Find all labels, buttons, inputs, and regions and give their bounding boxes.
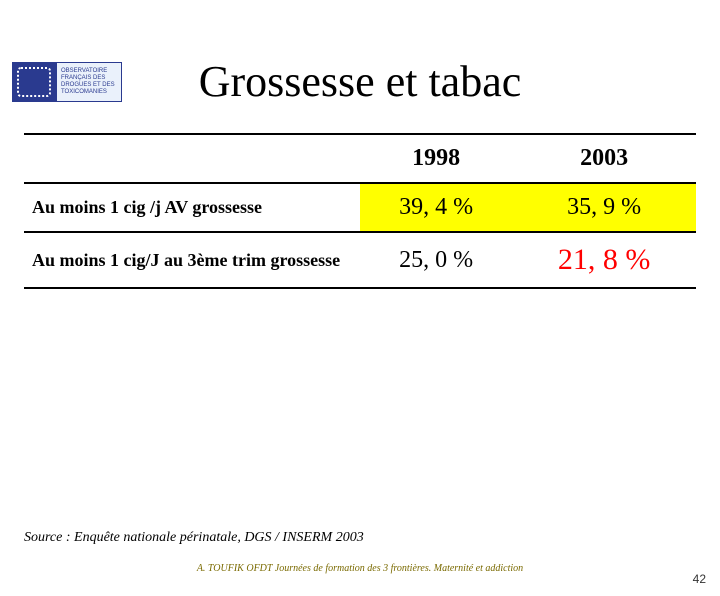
logo-square xyxy=(12,62,56,102)
logo-line: TOXICOMANIES xyxy=(61,89,115,96)
footer-credit: A. TOUFIK OFDT Journées de formation des… xyxy=(0,563,720,574)
data-table: 1998 2003 Au moins 1 cig /j AV grossesse… xyxy=(24,133,696,289)
cell-value: 39, 4 % xyxy=(360,183,512,232)
source-note: Source : Enquête nationale périnatale, D… xyxy=(24,530,364,546)
logo-line: DROGUES ET DES xyxy=(61,82,115,89)
cell-value: 25, 0 % xyxy=(360,232,512,288)
col-header-2003: 2003 xyxy=(512,134,696,183)
row-label: Au moins 1 cig /j AV grossesse xyxy=(24,183,360,232)
cell-value: 21, 8 % xyxy=(512,232,696,288)
col-header-1998: 1998 xyxy=(360,134,512,183)
row-label: Au moins 1 cig/J au 3ème trim grossesse xyxy=(24,232,360,288)
page-number: 42 xyxy=(693,572,706,586)
org-logo: OBSERVATOIRE FRANÇAIS DES DROGUES ET DES… xyxy=(12,62,122,102)
logo-stars-ring xyxy=(17,67,51,97)
logo-line: FRANÇAIS DES xyxy=(61,75,115,82)
cell-value: 35, 9 % xyxy=(512,183,696,232)
table-corner xyxy=(24,134,360,183)
logo-line: OBSERVATOIRE xyxy=(61,68,115,75)
logo-text: OBSERVATOIRE FRANÇAIS DES DROGUES ET DES… xyxy=(56,62,122,102)
